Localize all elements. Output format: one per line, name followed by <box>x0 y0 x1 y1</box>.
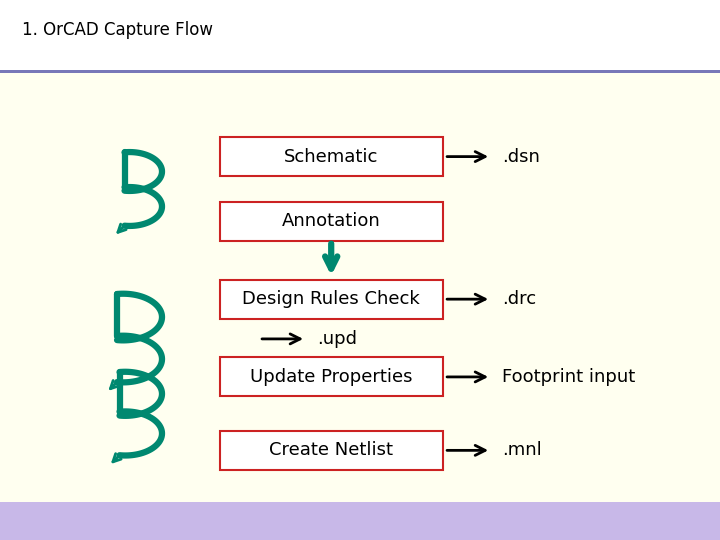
Text: .dsn: .dsn <box>502 147 540 166</box>
Text: .upd: .upd <box>317 330 357 348</box>
FancyBboxPatch shape <box>220 431 443 470</box>
Text: .mnl: .mnl <box>502 441 541 460</box>
Text: .drc: .drc <box>502 290 536 308</box>
FancyBboxPatch shape <box>220 137 443 176</box>
Text: Schematic: Schematic <box>284 147 379 166</box>
FancyBboxPatch shape <box>220 357 443 396</box>
Text: Annotation: Annotation <box>282 212 381 231</box>
FancyBboxPatch shape <box>220 202 443 241</box>
Bar <box>0 0 720 70</box>
Text: Update Properties: Update Properties <box>250 368 413 386</box>
FancyBboxPatch shape <box>220 280 443 319</box>
Bar <box>0 502 720 540</box>
Text: Footprint input: Footprint input <box>502 368 635 386</box>
Bar <box>0 70 720 502</box>
Text: 1. OrCAD Capture Flow: 1. OrCAD Capture Flow <box>22 21 212 39</box>
Bar <box>0 70 720 73</box>
Text: Create Netlist: Create Netlist <box>269 441 393 460</box>
Text: Design Rules Check: Design Rules Check <box>243 290 420 308</box>
